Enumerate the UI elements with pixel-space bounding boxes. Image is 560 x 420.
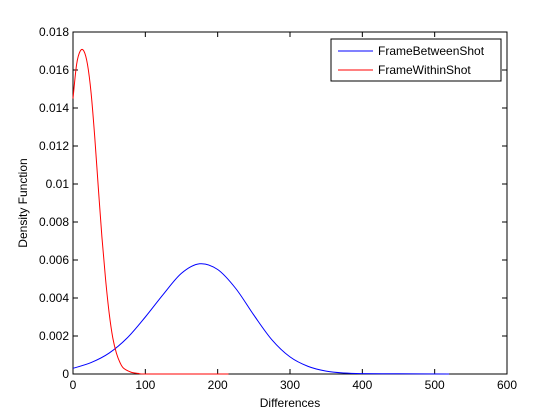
y-tick-label: 0 [62, 367, 69, 381]
y-tick-label: 0.016 [39, 63, 69, 77]
y-axis-label: Density Function [16, 158, 30, 247]
y-tick-label: 0.006 [39, 253, 69, 267]
x-tick-label: 0 [70, 378, 77, 392]
x-tick-label: 600 [497, 378, 517, 392]
x-tick-label: 300 [280, 378, 300, 392]
x-tick-label: 100 [135, 378, 155, 392]
y-tick-label: 0.014 [39, 101, 69, 115]
y-tick-label: 0.008 [39, 215, 69, 229]
y-tick-label: 0.01 [46, 177, 70, 191]
y-tick-label: 0.004 [39, 291, 69, 305]
y-tick-label: 0.018 [39, 25, 69, 39]
legend-entry-framebetweenshot: FrameBetweenShot [378, 44, 485, 58]
plot-area [73, 32, 507, 374]
y-tick-label: 0.012 [39, 139, 69, 153]
legend: FrameBetweenShot FrameWithinShot [331, 39, 501, 81]
legend-entry-framewithinshot: FrameWithinShot [378, 63, 471, 77]
x-tick-label: 400 [352, 378, 372, 392]
y-tick-label: 0.002 [39, 329, 69, 343]
x-tick-label: 500 [425, 378, 445, 392]
x-axis-label: Differences [260, 396, 320, 410]
x-tick-label: 200 [208, 378, 228, 392]
